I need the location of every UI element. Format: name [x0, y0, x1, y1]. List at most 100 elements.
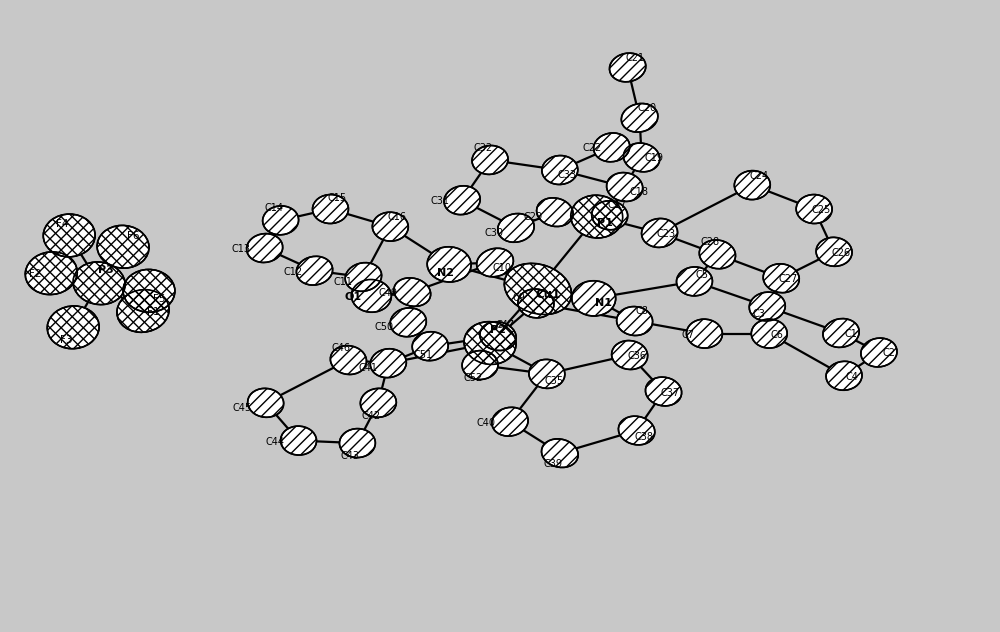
Ellipse shape	[763, 264, 799, 293]
Text: C28: C28	[701, 238, 720, 247]
Ellipse shape	[537, 198, 573, 226]
Ellipse shape	[677, 267, 712, 296]
Ellipse shape	[617, 307, 653, 336]
Ellipse shape	[464, 322, 516, 365]
Text: C8: C8	[635, 306, 648, 316]
Text: C7: C7	[682, 330, 695, 339]
Text: C41: C41	[359, 363, 378, 373]
Ellipse shape	[572, 281, 616, 316]
Ellipse shape	[861, 338, 897, 367]
Ellipse shape	[518, 289, 554, 318]
Text: C31: C31	[431, 196, 450, 206]
Ellipse shape	[97, 226, 149, 268]
Ellipse shape	[281, 426, 317, 455]
Text: C33: C33	[557, 170, 576, 180]
Ellipse shape	[749, 292, 785, 321]
Ellipse shape	[594, 133, 630, 162]
Ellipse shape	[816, 238, 852, 266]
Ellipse shape	[427, 246, 471, 282]
Text: C6: C6	[771, 330, 784, 339]
Ellipse shape	[47, 306, 99, 349]
Ellipse shape	[339, 428, 375, 458]
Text: F5: F5	[153, 294, 165, 304]
Text: C2: C2	[882, 348, 895, 358]
Text: C15: C15	[328, 193, 347, 203]
Text: C27: C27	[779, 274, 798, 284]
Ellipse shape	[607, 173, 643, 202]
Ellipse shape	[796, 195, 832, 224]
Text: F4: F4	[56, 219, 68, 229]
Text: C38: C38	[634, 432, 653, 442]
Ellipse shape	[645, 377, 682, 406]
Ellipse shape	[480, 322, 516, 351]
Text: O1: O1	[345, 292, 362, 302]
Text: C44: C44	[265, 437, 284, 447]
Ellipse shape	[699, 240, 736, 269]
Ellipse shape	[477, 248, 513, 277]
Text: F2: F2	[29, 269, 42, 279]
Text: C32: C32	[473, 143, 493, 153]
Ellipse shape	[330, 346, 366, 375]
Ellipse shape	[823, 319, 859, 348]
Text: C47: C47	[495, 320, 515, 330]
Text: C49: C49	[379, 288, 398, 298]
Ellipse shape	[313, 195, 348, 224]
Text: C30: C30	[485, 228, 504, 238]
Text: P1: P1	[597, 217, 613, 228]
Ellipse shape	[345, 263, 382, 291]
Ellipse shape	[472, 145, 508, 174]
Text: C4: C4	[846, 372, 858, 382]
Text: C52: C52	[463, 373, 483, 383]
Ellipse shape	[571, 195, 623, 238]
Text: C14: C14	[264, 204, 283, 214]
Ellipse shape	[263, 206, 299, 235]
Text: C21: C21	[625, 52, 644, 63]
Ellipse shape	[492, 407, 528, 436]
Ellipse shape	[43, 214, 95, 257]
Ellipse shape	[621, 104, 658, 132]
Text: C1: C1	[845, 329, 857, 339]
Ellipse shape	[734, 171, 770, 200]
Ellipse shape	[618, 416, 655, 445]
Ellipse shape	[826, 362, 862, 390]
Text: C50: C50	[375, 322, 394, 332]
Ellipse shape	[623, 143, 660, 172]
Ellipse shape	[372, 212, 408, 241]
Ellipse shape	[117, 289, 169, 332]
Ellipse shape	[390, 308, 426, 337]
Text: C24: C24	[750, 171, 769, 181]
Text: C20: C20	[637, 103, 656, 113]
Ellipse shape	[360, 389, 396, 417]
Text: C23: C23	[657, 229, 676, 239]
Text: C51: C51	[414, 350, 433, 360]
Ellipse shape	[394, 278, 431, 307]
Text: C10: C10	[492, 264, 511, 274]
Ellipse shape	[73, 262, 125, 305]
Text: P3: P3	[98, 265, 114, 276]
Text: C42: C42	[362, 411, 381, 421]
Ellipse shape	[25, 252, 77, 295]
Text: Cu1: Cu1	[535, 288, 560, 301]
Text: C17: C17	[607, 200, 626, 210]
Text: C16: C16	[388, 212, 407, 222]
Ellipse shape	[123, 269, 175, 312]
Ellipse shape	[642, 219, 678, 247]
Ellipse shape	[686, 319, 722, 348]
Text: C45: C45	[232, 403, 251, 413]
Text: C39: C39	[543, 459, 562, 469]
Ellipse shape	[612, 341, 648, 370]
Text: C46: C46	[332, 343, 351, 353]
Ellipse shape	[444, 186, 480, 215]
Ellipse shape	[529, 360, 565, 388]
Ellipse shape	[498, 214, 534, 242]
Text: C5: C5	[696, 270, 709, 281]
Text: C3: C3	[753, 308, 766, 319]
Text: C26: C26	[831, 248, 851, 258]
Text: N1: N1	[595, 298, 612, 308]
Text: C37: C37	[661, 387, 680, 398]
Ellipse shape	[248, 389, 284, 417]
Text: F1: F1	[147, 307, 159, 317]
Ellipse shape	[351, 279, 391, 312]
Ellipse shape	[542, 439, 578, 468]
Text: C18: C18	[629, 187, 648, 197]
